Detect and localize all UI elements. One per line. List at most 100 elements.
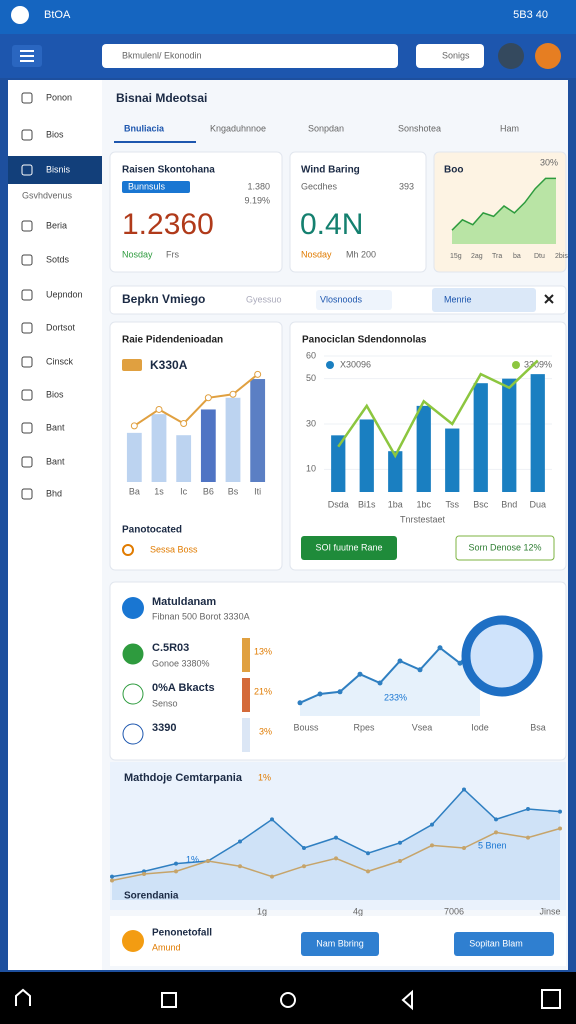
settings-button[interactable] xyxy=(416,44,484,68)
line xyxy=(133,373,259,427)
point xyxy=(457,660,463,666)
card-label: Nosday xyxy=(301,249,332,259)
x-tick-label: 15g xyxy=(450,253,462,260)
y-tick-label: 30 xyxy=(306,418,316,428)
point xyxy=(180,420,188,427)
filter-select[interactable] xyxy=(432,288,536,312)
point xyxy=(317,691,323,697)
nav-icon xyxy=(21,422,33,434)
tab[interactable]: Bnuliacia xyxy=(124,123,165,133)
close-icon[interactable] xyxy=(544,294,554,304)
point xyxy=(366,851,370,856)
search-box[interactable] xyxy=(102,44,398,68)
chart-title: Raie Pidendenioadan xyxy=(122,335,223,346)
item-pct: 13% xyxy=(254,646,272,656)
nav-icon xyxy=(21,220,33,232)
section-title: Matuldanam xyxy=(152,596,216,608)
badge xyxy=(122,181,190,193)
point xyxy=(130,422,138,430)
point xyxy=(142,872,146,876)
bar xyxy=(530,374,545,492)
x-tick-label: Bs xyxy=(228,486,239,496)
x-tick-label: Bsc xyxy=(473,499,489,509)
nav-back[interactable] xyxy=(401,989,413,1011)
nav-item: Bisnis xyxy=(46,164,71,174)
point xyxy=(526,807,530,811)
card-note: Mh 200 xyxy=(346,249,376,259)
button-text: Sopitan Blam xyxy=(469,938,523,948)
button[interactable] xyxy=(454,932,554,956)
nav-subtitle: Gsvhdvenus xyxy=(22,190,73,200)
nav-item: Cinsck xyxy=(46,356,74,366)
filter-option[interactable]: Gyessuo xyxy=(246,294,282,304)
y-tick-label: 60 xyxy=(306,350,316,360)
nav-home-circle[interactable] xyxy=(280,992,296,1008)
legend-label: 3309% xyxy=(524,359,552,369)
y-tick-label: 50 xyxy=(306,373,316,383)
point xyxy=(437,645,443,651)
filter-option: Menrie xyxy=(444,294,472,304)
trend-badge: 30% xyxy=(540,157,558,167)
point xyxy=(417,667,423,673)
filter-dropdown[interactable] xyxy=(316,290,392,310)
tab[interactable]: Sonpdan xyxy=(308,123,344,133)
bar xyxy=(225,397,241,482)
settings-text: Sonigs xyxy=(442,50,470,60)
x-tick-label: 1s xyxy=(154,486,164,496)
point xyxy=(397,658,403,664)
x-tick-label: Bouss xyxy=(293,722,319,732)
chart-note: 233% xyxy=(384,692,407,702)
button[interactable] xyxy=(301,932,379,956)
button[interactable] xyxy=(301,536,397,560)
nav-icon xyxy=(21,456,33,468)
button-text: SOI fuutne Rane xyxy=(315,542,382,552)
item-icon xyxy=(122,683,144,705)
button[interactable] xyxy=(455,535,555,561)
nav-icon xyxy=(21,164,33,176)
nav-icon xyxy=(21,289,33,301)
card-sub: Gecdhes xyxy=(301,181,338,191)
bar xyxy=(200,409,216,482)
x-tick-label: Bnd xyxy=(501,499,517,509)
tab[interactable]: Sonshotea xyxy=(398,123,441,133)
point xyxy=(334,856,338,861)
point xyxy=(270,874,274,879)
nav-icon xyxy=(21,129,33,141)
card-title: Raisen Skontohana xyxy=(122,165,215,176)
footer-title: Penonetofall xyxy=(152,928,212,939)
card-value: 1.2360 xyxy=(122,208,214,241)
bar xyxy=(502,378,517,492)
bar xyxy=(176,435,192,482)
chart-panel xyxy=(109,321,283,571)
tab[interactable]: Ham xyxy=(500,123,519,133)
nav-item: Uepndon xyxy=(46,289,83,299)
avatar-2[interactable] xyxy=(535,43,561,69)
bar xyxy=(416,405,431,492)
section-subtitle: Fibnan 500 Borot 3330A xyxy=(152,611,250,621)
x-tick-label: Ic xyxy=(180,486,188,496)
status-right: 5B3 40 xyxy=(513,9,548,21)
nav-icon xyxy=(21,322,33,334)
avatar[interactable] xyxy=(498,43,524,69)
nav-icon xyxy=(21,92,33,104)
item-note: Senso xyxy=(152,698,178,708)
tab[interactable]: Kngaduhnnoe xyxy=(210,123,266,133)
footer-sub: Amund xyxy=(152,942,181,952)
app-icon xyxy=(11,6,29,24)
item-value: 3390 xyxy=(152,722,176,734)
x-tick-label: Jinse xyxy=(539,906,560,916)
badge-text: Bunnsuls xyxy=(128,181,166,191)
nav-icon xyxy=(21,254,33,266)
nav-recent[interactable] xyxy=(161,992,177,1008)
point xyxy=(204,394,212,402)
point xyxy=(337,689,343,695)
nav-home[interactable] xyxy=(15,988,31,1006)
area xyxy=(300,639,480,716)
x-tick-label: Iode xyxy=(471,722,489,732)
point xyxy=(110,878,114,883)
point xyxy=(398,840,402,845)
point xyxy=(558,809,562,814)
nav-bar xyxy=(0,972,576,1024)
nav-menu[interactable] xyxy=(541,989,561,1009)
